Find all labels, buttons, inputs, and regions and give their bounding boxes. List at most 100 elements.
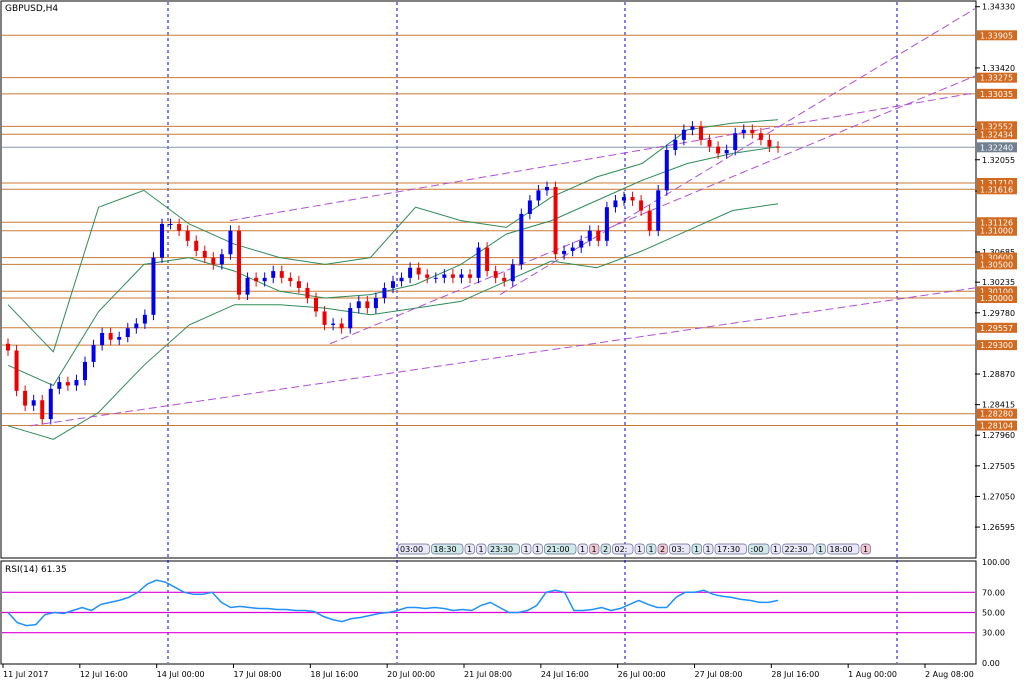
time-tick-label: 27 Jul 08:00 — [695, 670, 743, 679]
session-label-box — [487, 543, 520, 555]
candle-body — [219, 254, 224, 265]
candle-body — [23, 390, 28, 406]
level-label: 1.30600 — [980, 254, 1013, 263]
candle-body — [6, 343, 10, 351]
level-label: 1.30000 — [980, 294, 1013, 303]
level-label: 1.31126 — [980, 218, 1013, 227]
price-tick-label: 1.27050 — [982, 492, 1015, 501]
candle-body — [365, 301, 370, 309]
level-label: 1.29557 — [980, 324, 1013, 333]
candle-body — [450, 274, 455, 278]
level-label: 1.32552 — [980, 122, 1013, 131]
candle-body — [31, 400, 36, 406]
candle-body — [442, 274, 447, 278]
session-label: 18:30 — [434, 545, 457, 554]
channel-lines — [29, 8, 976, 427]
candle-body — [185, 230, 190, 241]
session-label-box — [646, 543, 657, 555]
session-label: 1 — [479, 545, 484, 554]
candle-body — [579, 240, 584, 248]
price-tick-label: 1.26595 — [982, 523, 1015, 532]
candle-body — [160, 224, 164, 258]
candle-body — [656, 190, 661, 231]
level-label-box — [977, 30, 1017, 41]
current-price-label: 1.32240 — [980, 143, 1013, 152]
candle-body — [622, 197, 626, 201]
level-label: 1.33035 — [980, 90, 1013, 99]
rsi-title: RSI(14) 61.35 — [5, 565, 67, 575]
candle-body — [382, 287, 387, 298]
candle-body — [254, 277, 259, 282]
candles — [6, 121, 780, 425]
session-label-box — [600, 543, 611, 555]
candle-body — [151, 257, 156, 315]
level-label-box — [977, 121, 1017, 132]
candle-body — [716, 146, 721, 154]
time-tick-label: 14 Jul 00:00 — [157, 670, 205, 679]
level-label-box — [977, 177, 1017, 188]
time-tick-label: 26 Jul 00:00 — [618, 670, 666, 679]
candle-body — [100, 332, 105, 346]
session-label: 1 — [524, 545, 529, 554]
session-label: 1 — [592, 545, 597, 554]
candle-body — [391, 281, 395, 288]
candle-body — [604, 207, 609, 241]
session-label: 2 — [660, 545, 665, 554]
candle-body — [322, 311, 327, 325]
session-label: 1 — [535, 545, 540, 554]
candle-body — [776, 146, 780, 148]
session-label: 1 — [694, 545, 699, 554]
candle-body — [596, 230, 601, 241]
candle-body — [707, 139, 712, 147]
level-label: 1.28104 — [980, 422, 1013, 431]
level-label-box — [977, 259, 1017, 270]
candle-body — [65, 382, 70, 386]
candle-body — [741, 129, 746, 134]
session-label: 03: — [672, 545, 685, 554]
candle-body — [690, 126, 695, 130]
session-label-box — [748, 543, 770, 555]
candle-body — [168, 224, 173, 225]
level-label-box — [977, 217, 1017, 228]
candle-body — [570, 247, 575, 251]
candle-body — [724, 150, 729, 154]
candle-body — [117, 337, 122, 340]
candle-body — [416, 267, 421, 275]
candle-body — [134, 323, 139, 329]
band-lower — [7, 203, 779, 440]
rsi-line — [7, 579, 779, 627]
candle-body — [237, 230, 241, 295]
candle-body — [399, 277, 404, 282]
time-tick-label: 1 Aug 00:00 — [848, 670, 897, 679]
session-label-box — [815, 543, 826, 555]
level-label-box — [977, 129, 1017, 140]
session-label-box — [544, 543, 577, 555]
candle-body — [373, 298, 378, 309]
level-label: 1.31000 — [980, 227, 1013, 236]
session-label: 1 — [637, 545, 642, 554]
candle-body — [314, 298, 318, 312]
candle-body — [527, 200, 532, 214]
candle-body — [142, 314, 147, 324]
candle-body — [562, 250, 567, 255]
session-label-box — [589, 543, 600, 555]
candle-body — [228, 230, 233, 255]
candle-body — [194, 240, 199, 251]
candle-body — [468, 274, 472, 278]
rsi-pane: 100.00 70.00 50.00 30.00 0.00 — [2, 558, 1010, 668]
session-label-box — [714, 543, 747, 555]
session-label-box — [634, 543, 645, 555]
candle-body — [125, 328, 130, 338]
candle-body — [296, 281, 301, 288]
candle-body — [331, 323, 336, 325]
vertical-separators — [167, 2, 898, 663]
candle-body — [536, 190, 541, 201]
price-tick-label: 1.28870 — [982, 370, 1015, 379]
candle-body — [613, 200, 618, 208]
level-label-box — [977, 225, 1017, 236]
band-upper — [7, 119, 779, 353]
session-label: 17:30 — [717, 545, 740, 554]
